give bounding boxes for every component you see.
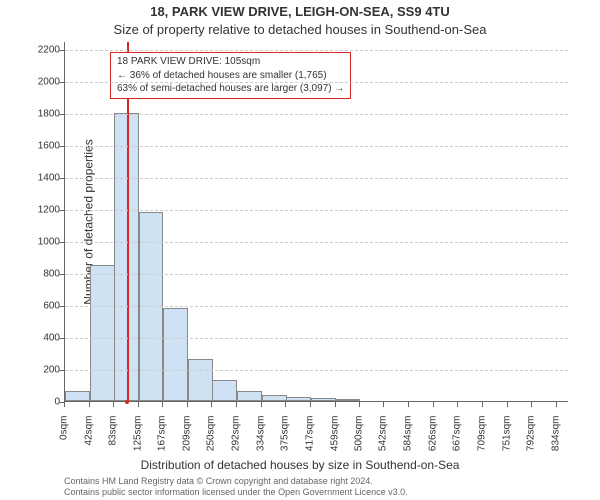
histogram-bar [188, 359, 213, 401]
y-tick-label: 600 [4, 301, 60, 312]
y-tick-mark [59, 370, 64, 371]
x-tick-label: 83sqm [107, 416, 118, 466]
y-tick-label: 1600 [4, 141, 60, 152]
y-tick-mark [59, 178, 64, 179]
info-box-line3: 63% of semi-detached houses are larger (… [117, 82, 344, 96]
x-tick-label: 542sqm [378, 416, 389, 466]
y-tick-label: 2200 [4, 45, 60, 56]
histogram-bar [262, 395, 287, 401]
x-tick-mark [89, 402, 90, 407]
y-tick-label: 200 [4, 365, 60, 376]
histogram-bar [336, 399, 361, 401]
grid-line [65, 306, 568, 307]
y-tick-label: 1800 [4, 109, 60, 120]
y-tick-label: 800 [4, 269, 60, 280]
property-marker-dot [125, 400, 129, 404]
y-tick-mark [59, 242, 64, 243]
histogram-bar [286, 397, 311, 401]
grid-line [65, 146, 568, 147]
y-tick-label: 1400 [4, 173, 60, 184]
histogram-bar [65, 391, 90, 401]
histogram-bar [212, 380, 237, 401]
y-tick-label: 2000 [4, 77, 60, 88]
x-tick-label: 584sqm [403, 416, 414, 466]
x-tick-mark [531, 402, 532, 407]
chart-title-address: 18, PARK VIEW DRIVE, LEIGH-ON-SEA, SS9 4… [0, 4, 600, 19]
y-tick-mark [59, 274, 64, 275]
x-tick-label: 0sqm [59, 416, 70, 466]
x-tick-mark [310, 402, 311, 407]
x-tick-label: 834sqm [550, 416, 561, 466]
attribution-text: Contains HM Land Registry data © Crown c… [64, 476, 408, 498]
histogram-bar [311, 398, 336, 401]
x-tick-label: 167sqm [157, 416, 168, 466]
info-box-line2: ← 36% of detached houses are smaller (1,… [117, 69, 344, 83]
x-tick-mark [211, 402, 212, 407]
x-tick-label: 250sqm [206, 416, 217, 466]
attribution-line1: Contains HM Land Registry data © Crown c… [64, 476, 408, 487]
y-tick-mark [59, 210, 64, 211]
grid-line [65, 242, 568, 243]
x-tick-mark [383, 402, 384, 407]
y-tick-mark [59, 82, 64, 83]
x-tick-mark [335, 402, 336, 407]
y-tick-mark [59, 146, 64, 147]
grid-line [65, 50, 568, 51]
grid-line [65, 274, 568, 275]
y-tick-mark [59, 114, 64, 115]
y-tick-label: 1000 [4, 237, 60, 248]
chart-page: 18, PARK VIEW DRIVE, LEIGH-ON-SEA, SS9 4… [0, 0, 600, 500]
x-tick-mark [236, 402, 237, 407]
grid-line [65, 210, 568, 211]
grid-line [65, 370, 568, 371]
chart-title-subtitle: Size of property relative to detached ho… [0, 22, 600, 37]
x-tick-mark [408, 402, 409, 407]
info-box: 18 PARK VIEW DRIVE: 105sqm ← 36% of deta… [110, 52, 351, 99]
x-tick-label: 459sqm [329, 416, 340, 466]
x-tick-mark [113, 402, 114, 407]
y-tick-mark [59, 338, 64, 339]
x-tick-label: 209sqm [182, 416, 193, 466]
grid-line [65, 178, 568, 179]
x-tick-label: 626sqm [428, 416, 439, 466]
x-tick-mark [162, 402, 163, 407]
histogram-bar [90, 265, 115, 401]
x-tick-mark [482, 402, 483, 407]
x-tick-mark [261, 402, 262, 407]
info-box-line1: 18 PARK VIEW DRIVE: 105sqm [117, 55, 344, 69]
x-tick-mark [556, 402, 557, 407]
x-tick-label: 334sqm [255, 416, 266, 466]
grid-line [65, 114, 568, 115]
x-tick-mark [285, 402, 286, 407]
x-tick-mark [187, 402, 188, 407]
x-tick-label: 42sqm [83, 416, 94, 466]
x-tick-mark [433, 402, 434, 407]
plot-area: 18 PARK VIEW DRIVE: 105sqm ← 36% of deta… [64, 42, 568, 402]
y-tick-label: 1200 [4, 205, 60, 216]
y-tick-mark [59, 50, 64, 51]
x-tick-label: 709sqm [476, 416, 487, 466]
x-tick-mark [64, 402, 65, 407]
y-tick-label: 400 [4, 333, 60, 344]
histogram-bar [237, 391, 262, 401]
y-tick-label: 0 [4, 397, 60, 408]
grid-line [65, 82, 568, 83]
histogram-bar [163, 308, 188, 401]
x-tick-mark [359, 402, 360, 407]
x-tick-label: 375sqm [280, 416, 291, 466]
grid-line [65, 338, 568, 339]
y-tick-mark [59, 306, 64, 307]
x-tick-label: 792sqm [525, 416, 536, 466]
x-tick-mark [507, 402, 508, 407]
x-tick-mark [457, 402, 458, 407]
x-tick-label: 751sqm [501, 416, 512, 466]
attribution-line2: Contains public sector information licen… [64, 487, 408, 498]
x-tick-label: 667sqm [452, 416, 463, 466]
x-tick-label: 292sqm [231, 416, 242, 466]
x-tick-label: 500sqm [353, 416, 364, 466]
x-tick-label: 417sqm [304, 416, 315, 466]
x-tick-label: 125sqm [132, 416, 143, 466]
x-tick-mark [138, 402, 139, 407]
